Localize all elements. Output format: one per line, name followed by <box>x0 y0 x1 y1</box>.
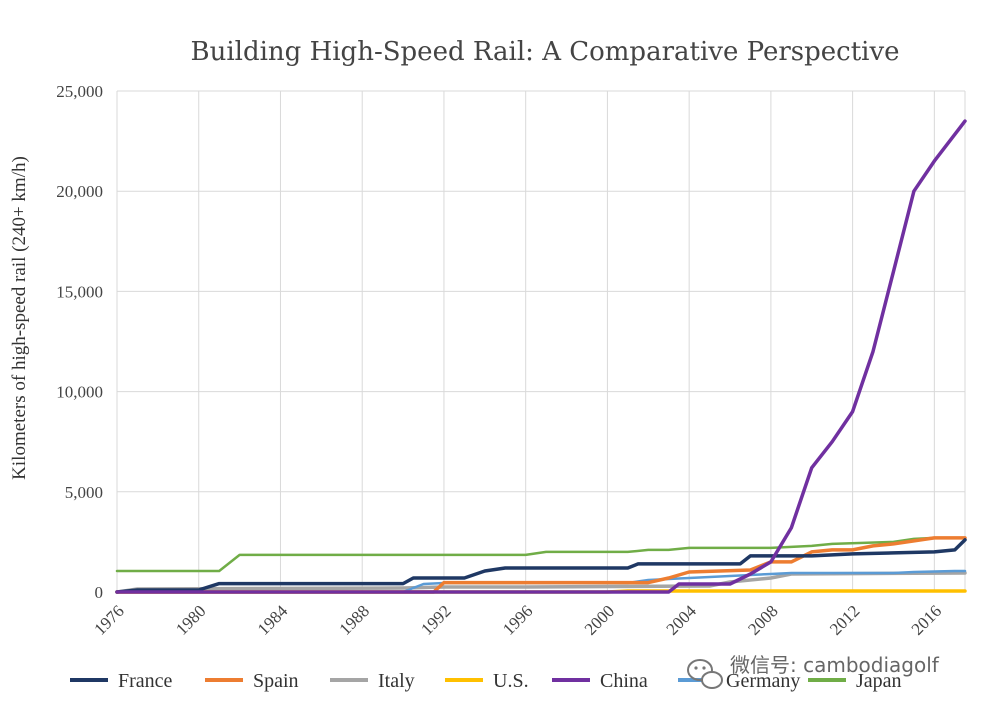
series-line-china <box>115 119 967 594</box>
legend: France Spain Italy U.S. China Germany Japan <box>70 670 902 692</box>
x-tick-label: 1984 <box>254 601 292 639</box>
chart-title: Building High-Speed Rail: A Comparative … <box>190 37 899 67</box>
x-tick-label: 2008 <box>744 601 781 638</box>
series-line-france <box>115 538 967 594</box>
series-line-spain <box>115 536 967 594</box>
series-lines <box>115 119 967 594</box>
legend-label: Germany <box>726 670 800 692</box>
x-tick-label: 1980 <box>172 601 209 638</box>
watermark-text: 微信号: cambodiagolf <box>730 653 940 677</box>
x-tick-label: 1992 <box>417 601 454 638</box>
wechat-icon <box>687 659 723 689</box>
y-tick-label: 15,000 <box>56 282 103 301</box>
legend-label: Italy <box>378 670 415 692</box>
x-tick-label: 2000 <box>581 601 618 638</box>
y-tick-label: 25,000 <box>56 82 103 101</box>
x-tick-label: 1996 <box>499 601 536 638</box>
legend-label: China <box>600 670 648 692</box>
legend-label: U.S. <box>493 670 529 692</box>
y-axis-label: Kilometers of high-speed rail (240+ km/h… <box>9 156 30 480</box>
x-tick-label: 1988 <box>336 601 373 638</box>
legend-label: France <box>118 670 173 692</box>
y-tick-label: 10,000 <box>56 383 103 402</box>
y-tick-label: 5,000 <box>65 483 103 502</box>
grid-lines <box>116 90 966 593</box>
y-tick-label: 0 <box>95 583 104 602</box>
x-tick-label: 2012 <box>826 601 863 638</box>
watermark: 微信号: cambodiagolf <box>687 653 940 689</box>
y-tick-label: 20,000 <box>56 182 103 201</box>
x-tick-label: 1976 <box>90 601 127 638</box>
series-line-japan <box>115 536 967 573</box>
x-tick-label: 2004 <box>662 601 700 639</box>
x-tick-label: 2016 <box>908 601 945 638</box>
legend-label: Spain <box>253 670 299 692</box>
legend-label: Japan <box>856 670 902 692</box>
series-line-germany <box>115 569 967 594</box>
